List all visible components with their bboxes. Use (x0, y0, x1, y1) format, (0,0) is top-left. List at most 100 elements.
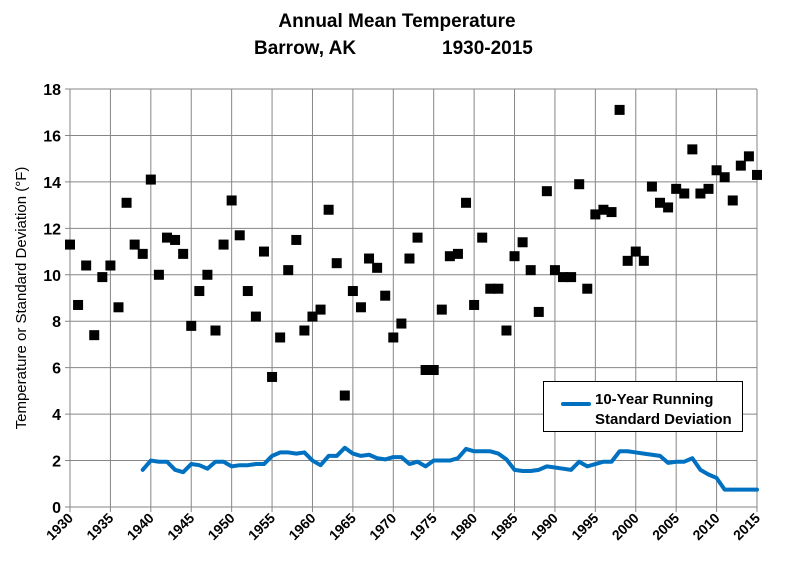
y-tick-label: 6 (52, 361, 61, 378)
data-point (315, 304, 326, 315)
x-tick-label: 1935 (83, 510, 116, 543)
data-point (671, 183, 682, 194)
data-point (517, 237, 528, 248)
data-point (242, 286, 253, 297)
x-tick-label: 1975 (406, 510, 439, 543)
y-tick-label: 16 (43, 128, 61, 145)
data-point (574, 179, 585, 190)
legend-label-line1: 10-Year Running (595, 391, 714, 408)
data-point (412, 232, 423, 243)
data-point (549, 265, 560, 276)
data-point (121, 197, 132, 208)
data-point (444, 251, 455, 262)
data-point (347, 286, 358, 297)
data-point (525, 265, 536, 276)
data-point (380, 290, 391, 301)
x-tick-label: 2000 (609, 510, 642, 543)
data-point (65, 239, 75, 250)
data-point (113, 302, 124, 313)
x-tick-label: 1980 (447, 510, 480, 543)
data-point (541, 186, 552, 197)
data-point (566, 272, 577, 283)
y-axis-label: Temperature or Standard Deviation (°F) (13, 167, 30, 430)
data-point (404, 253, 415, 264)
x-tick-label: 1930 (43, 510, 76, 543)
data-point (703, 183, 714, 194)
legend-swatch (561, 402, 591, 406)
data-point (202, 269, 213, 280)
y-tick-label: 8 (52, 314, 61, 331)
data-point (582, 283, 593, 294)
x-tick-label: 1945 (164, 510, 197, 543)
data-point (663, 202, 674, 213)
x-tick-label: 1985 (487, 510, 520, 543)
data-point (655, 197, 666, 208)
data-point (727, 195, 738, 206)
data-point (396, 318, 407, 329)
data-point (735, 160, 746, 171)
data-point (743, 151, 754, 162)
data-point (485, 283, 496, 294)
x-tick-label: 1955 (245, 510, 278, 543)
data-point (299, 325, 310, 336)
x-tick-label: 1950 (204, 510, 237, 543)
data-point (372, 262, 383, 273)
x-tick-label: 1990 (528, 510, 561, 543)
data-point (509, 251, 520, 262)
data-point (307, 311, 318, 322)
y-tick-label: 4 (52, 407, 61, 424)
data-point (501, 325, 512, 336)
y-tick-label: 2 (52, 454, 61, 471)
x-tick-label: 1960 (285, 510, 318, 543)
legend-label-line2: Standard Deviation (595, 411, 732, 428)
x-tick-label: 2015 (730, 510, 763, 543)
data-point (89, 330, 100, 341)
data-point (194, 286, 205, 297)
data-point (461, 197, 472, 208)
data-point (452, 248, 463, 259)
data-point (614, 104, 625, 115)
y-tick-label: 18 (43, 82, 61, 99)
data-point (153, 269, 164, 280)
y-tick-label: 0 (52, 500, 61, 517)
subtitle-range: 1930-2015 (442, 38, 533, 59)
data-point (630, 246, 641, 257)
data-point (638, 255, 649, 266)
legend: 10-Year Running Standard Deviation (543, 381, 743, 432)
y-tick-label: 10 (43, 268, 61, 285)
data-point (283, 265, 294, 276)
data-point (161, 232, 172, 243)
data-point (436, 304, 447, 315)
data-point (469, 299, 480, 310)
data-point (622, 255, 633, 266)
subtitle-location: Barrow, AK (254, 38, 357, 59)
x-tick-label: 1970 (366, 510, 399, 543)
data-point (719, 172, 730, 183)
data-point (218, 239, 229, 250)
data-point (137, 248, 148, 259)
data-point (339, 390, 350, 401)
x-tick-label: 1965 (326, 510, 359, 543)
y-tick-label: 14 (43, 175, 61, 192)
x-tick-label: 2005 (649, 510, 682, 543)
data-point (752, 169, 762, 180)
data-point (323, 204, 334, 215)
data-point (145, 174, 156, 185)
data-point (388, 332, 399, 343)
y-tick-label: 12 (43, 221, 61, 238)
chart-title: Annual Mean Temperature (278, 11, 516, 32)
legend-label: 10-Year Running Standard Deviation (595, 390, 732, 430)
data-point (81, 260, 92, 271)
data-point (711, 165, 722, 176)
data-point (687, 144, 698, 155)
data-point (493, 283, 504, 294)
data-point (234, 230, 245, 241)
x-tick-label: 2010 (689, 510, 722, 543)
data-point (420, 364, 431, 375)
data-point (105, 260, 116, 271)
data-point (590, 209, 601, 220)
data-point (291, 234, 302, 245)
data-point (250, 311, 261, 322)
data-point (364, 253, 375, 264)
